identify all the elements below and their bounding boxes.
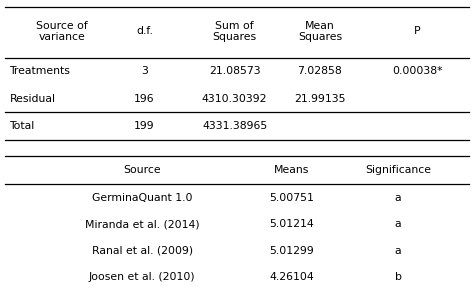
- Text: 4331.38965: 4331.38965: [202, 121, 267, 131]
- Text: 199: 199: [134, 121, 155, 131]
- Text: Ranal et al. (2009): Ranal et al. (2009): [91, 246, 193, 255]
- Text: 5.01299: 5.01299: [269, 246, 314, 255]
- Text: 3: 3: [141, 66, 148, 76]
- Text: Residual: Residual: [9, 94, 55, 104]
- Text: 7.02858: 7.02858: [298, 66, 342, 76]
- Text: 5.01214: 5.01214: [269, 219, 314, 229]
- Text: Joosen et al. (2010): Joosen et al. (2010): [89, 272, 195, 282]
- Text: 0.00038*: 0.00038*: [392, 66, 442, 76]
- Text: 5.00751: 5.00751: [269, 193, 314, 202]
- Text: Source: Source: [123, 165, 161, 175]
- Text: Treatments: Treatments: [9, 66, 70, 76]
- Text: a: a: [395, 193, 401, 202]
- Text: d.f.: d.f.: [136, 26, 153, 36]
- Text: 4310.30392: 4310.30392: [202, 94, 267, 104]
- Text: P: P: [414, 26, 420, 36]
- Text: 21.99135: 21.99135: [294, 94, 346, 104]
- Text: 4.26104: 4.26104: [269, 272, 314, 282]
- Text: GerminaQuant 1.0: GerminaQuant 1.0: [92, 193, 192, 202]
- Text: Mean
Squares: Mean Squares: [298, 21, 342, 42]
- Text: Significance: Significance: [365, 165, 431, 175]
- Text: 196: 196: [134, 94, 155, 104]
- Text: Sum of
Squares: Sum of Squares: [212, 21, 257, 42]
- Text: Total: Total: [9, 121, 35, 131]
- Text: a: a: [395, 219, 401, 229]
- Text: Source of
variance: Source of variance: [36, 21, 88, 42]
- Text: Miranda et al. (2014): Miranda et al. (2014): [85, 219, 200, 229]
- Text: b: b: [395, 272, 401, 282]
- Text: Means: Means: [274, 165, 309, 175]
- Text: a: a: [395, 246, 401, 255]
- Text: 21.08573: 21.08573: [209, 66, 260, 76]
